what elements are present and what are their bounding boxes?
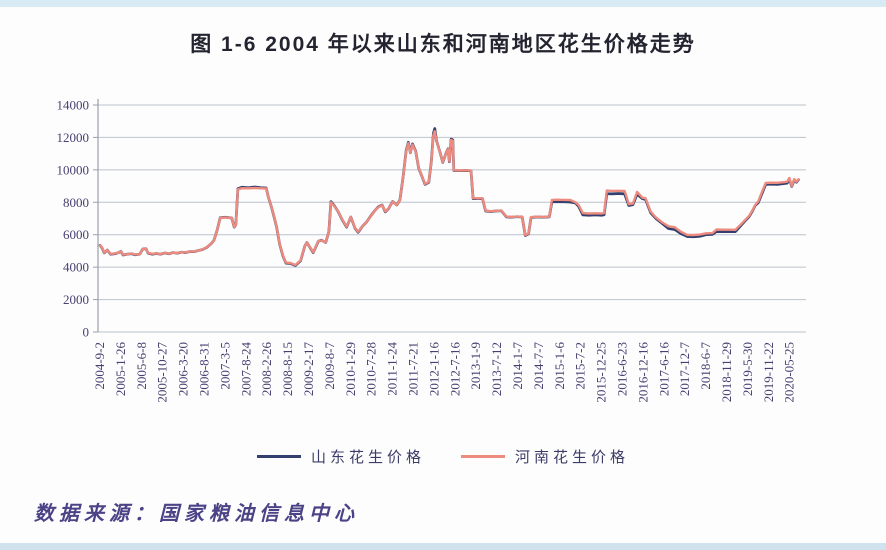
y-tick-label: 10000 bbox=[57, 162, 90, 177]
x-tick-label: 2009-8-7 bbox=[322, 342, 337, 390]
x-tick-label: 2008-8-15 bbox=[280, 342, 295, 396]
x-tick-label: 2007-3-5 bbox=[217, 342, 232, 390]
series-lines bbox=[98, 127, 800, 267]
y-tick-label: 8000 bbox=[63, 195, 89, 210]
legend-item-shandong: 山东花生价格 bbox=[256, 446, 425, 467]
x-tick-label: 2017-12-7 bbox=[677, 342, 692, 397]
x-tick-label: 2006-3-20 bbox=[176, 342, 191, 396]
x-tick-label: 2017-6-16 bbox=[656, 342, 671, 397]
x-tick-label: 2018-6-7 bbox=[698, 342, 713, 390]
price-chart: 0 2000 4000 6000 8000 10000 12000 14000 2004-9-2… bbox=[57, 98, 806, 403]
x-tick-label: 2013-7-12 bbox=[489, 342, 504, 396]
x-tick-label: 2012-1-16 bbox=[426, 342, 441, 397]
x-tick-label: 2005-10-27 bbox=[155, 342, 170, 403]
y-tick-label: 2000 bbox=[63, 292, 89, 307]
chart-title: 图 1-6 2004 年以来山东和河南地区花生价格走势 bbox=[190, 33, 696, 56]
x-tick-label: 2018-11-29 bbox=[719, 342, 734, 402]
axes bbox=[93, 99, 99, 333]
x-tick-label: 2007-8-24 bbox=[238, 342, 253, 397]
legend-swatch-shandong bbox=[256, 455, 301, 458]
page-bottom-edge bbox=[0, 543, 886, 550]
x-tick-label: 2019-5-30 bbox=[740, 342, 755, 396]
y-tick-label: 4000 bbox=[63, 260, 89, 275]
x-tick-label: 2010-7-28 bbox=[364, 342, 379, 396]
x-tick-label: 2014-7-7 bbox=[531, 342, 546, 390]
x-tick-label: 2019-11-22 bbox=[761, 342, 776, 402]
x-tick-label: 2005-1-26 bbox=[113, 342, 128, 397]
page-top-edge bbox=[0, 0, 886, 7]
x-tick-label: 2011-7-21 bbox=[406, 342, 421, 396]
x-tick-label: 2004-9-2 bbox=[92, 342, 107, 390]
x-tick-label: 2016-6-23 bbox=[615, 342, 630, 396]
y-tick-label: 6000 bbox=[63, 227, 89, 242]
x-tick-label: 2005-6-8 bbox=[134, 342, 149, 390]
x-tick-label: 2020-05-25 bbox=[782, 342, 797, 403]
legend-label-shandong: 山东花生价格 bbox=[310, 450, 425, 466]
series-line-henan bbox=[98, 130, 800, 267]
x-tick-label: 2013-1-9 bbox=[468, 342, 483, 390]
x-tick-label: 2015-7-2 bbox=[573, 342, 588, 390]
y-tick-label: 0 bbox=[83, 325, 90, 340]
legend-item-henan: 河南花生价格 bbox=[461, 446, 629, 467]
chart-legend: 山东花生价格 河南花生价格 bbox=[0, 446, 886, 467]
tick-labels: 0 2000 4000 6000 8000 10000 12000 14000 2004-9-2… bbox=[57, 98, 797, 403]
x-tick-label: 2010-1-29 bbox=[343, 342, 358, 396]
x-tick-label: 2006-8-31 bbox=[197, 342, 212, 396]
legend-label-henan: 河南花生价格 bbox=[515, 450, 630, 466]
x-tick-label: 2009-2-17 bbox=[301, 342, 316, 397]
x-tick-label: 2014-1-7 bbox=[510, 342, 525, 390]
y-tick-label: 14000 bbox=[57, 98, 90, 113]
x-tick-label: 2016-12-16 bbox=[635, 342, 650, 403]
source-note: 数据来源：国家粮油信息中心 bbox=[34, 503, 359, 525]
x-tick-label: 2015-12-25 bbox=[594, 342, 609, 403]
x-tick-label: 2011-1-24 bbox=[385, 342, 400, 396]
x-tick-label: 2008-2-26 bbox=[259, 342, 274, 397]
y-tick-label: 12000 bbox=[57, 130, 90, 145]
legend-swatch-henan bbox=[461, 455, 505, 458]
x-tick-label: 2012-7-16 bbox=[447, 342, 462, 397]
x-tick-label: 2015-1-6 bbox=[552, 342, 567, 390]
